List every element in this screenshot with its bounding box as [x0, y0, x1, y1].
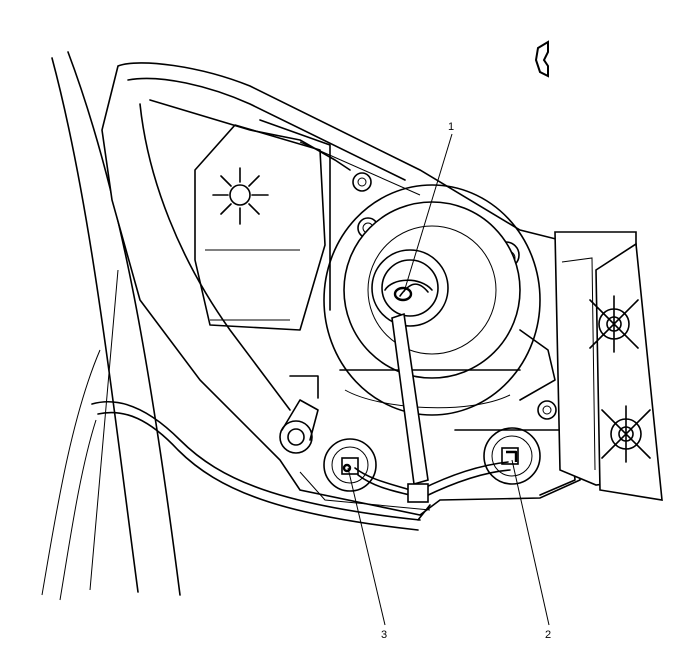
- side-marker-panel: [554, 231, 663, 501]
- vehicle-body-outline: [41, 51, 181, 601]
- retainer-clip-upper: [589, 295, 639, 353]
- callout-label-1: 1: [448, 121, 454, 133]
- wiring-harness: [91, 400, 511, 531]
- socket-3: [323, 438, 377, 492]
- view-direction-arrow-icon: [534, 40, 549, 78]
- callout-2: 2: [511, 459, 551, 641]
- socket-2: [483, 427, 541, 485]
- callout-label-2: 2: [545, 629, 551, 641]
- callout-3: 3: [347, 467, 387, 641]
- retainer-clip-lower: [601, 405, 651, 463]
- callout-label-3: 3: [381, 629, 387, 641]
- vent-symbol-icon: [212, 167, 269, 225]
- callout-1: 1: [403, 121, 454, 293]
- harness-branch-main: [391, 312, 429, 486]
- stop-tail-lamp-socket: [323, 184, 556, 416]
